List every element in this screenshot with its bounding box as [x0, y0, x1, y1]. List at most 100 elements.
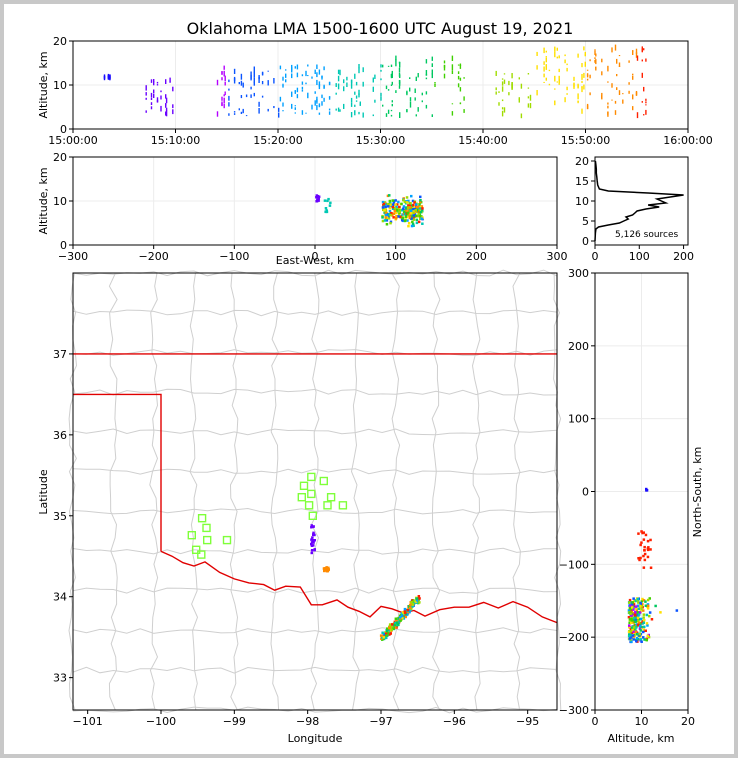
ns-source-mark: [631, 628, 634, 632]
histogram-x-tick-label: 200: [673, 250, 694, 263]
plan-source-mark: [410, 601, 413, 604]
time-source-mark: [165, 97, 168, 104]
ew-source-mark: [415, 203, 418, 206]
time-source-mark: [278, 112, 280, 118]
ns-source-mark: [633, 616, 636, 620]
time-source-mark: [228, 113, 230, 116]
ew-source-mark: [326, 199, 329, 203]
station-marker: [197, 514, 207, 523]
ew-source-mark: [323, 199, 327, 202]
ew-source-mark: [412, 216, 415, 220]
altitude-histogram-panel: 0 100 200 0 5 10 15 20 5,126 sources: [575, 155, 694, 263]
plan-source-mark: [401, 611, 405, 614]
ew-source-mark: [412, 205, 415, 208]
time-source-mark: [337, 107, 340, 112]
ew-source-mark: [405, 207, 408, 210]
county-boundary: [68, 272, 78, 711]
time-source-mark: [581, 63, 583, 68]
time-source-mark: [391, 72, 393, 78]
time-source-mark: [645, 98, 647, 101]
time-source-mark: [564, 97, 566, 103]
ew-source-mark: [401, 209, 404, 212]
time-source-mark: [443, 60, 446, 64]
ns-source-mark: [629, 630, 632, 633]
plan-source-mark: [386, 632, 390, 635]
time-source-mark: [145, 110, 147, 113]
ns-source-mark: [636, 597, 640, 601]
time-source-mark: [511, 85, 513, 90]
ns-source-mark: [643, 638, 646, 641]
ew-source-mark: [385, 223, 389, 226]
time-source-mark: [165, 107, 168, 112]
station-marker: [202, 523, 211, 533]
time-source-mark: [451, 64, 454, 70]
ew-source-mark: [402, 205, 406, 208]
time-source-mark: [145, 92, 147, 96]
ns-source-mark: [659, 611, 662, 614]
plan-source-mark: [394, 626, 397, 629]
ew-source-mark: [381, 206, 385, 209]
plan-source-mark: [388, 623, 392, 626]
time-source-mark: [328, 82, 331, 86]
time-source-mark: [463, 96, 465, 101]
plan-source-mark: [382, 636, 385, 639]
time-source-mark: [267, 80, 269, 86]
figure-title: Oklahoma LMA 1500-1600 UTC August 19, 20…: [187, 19, 574, 38]
county-boundary: [72, 666, 558, 674]
time-source-mark: [391, 81, 393, 85]
ns-source-mark: [630, 619, 634, 622]
time-source-mark: [558, 68, 560, 73]
map-x-tick-label: −95: [516, 715, 539, 728]
plan-source-mark: [312, 544, 315, 547]
time-source-mark: [258, 77, 260, 83]
ns-source-mark: [647, 546, 650, 549]
ew-source-mark: [328, 204, 332, 207]
time-source-mark: [573, 77, 575, 81]
time-source-mark: [645, 109, 647, 115]
time-source-mark: [586, 73, 589, 78]
ns-source-mark: [646, 548, 650, 552]
time-source-mark: [228, 95, 230, 101]
time-source-mark: [589, 92, 591, 96]
time-source-mark: [337, 83, 340, 90]
time-source-mark: [645, 58, 647, 62]
ns-source-mark: [644, 533, 648, 537]
time-source-mark: [316, 64, 318, 69]
time-source-mark: [358, 67, 360, 74]
ew-source-mark: [404, 215, 408, 218]
time-source-mark: [372, 77, 374, 83]
time-source-mark: [240, 111, 243, 114]
time-source-mark: [622, 99, 624, 104]
ns-source-mark: [637, 613, 641, 616]
plan-source-mark: [407, 610, 410, 614]
time-source-mark: [577, 53, 579, 58]
ew-source-mark: [410, 194, 413, 198]
time-source-mark: [632, 50, 634, 55]
ns-source-mark: [638, 634, 641, 637]
ns-source-mark: [630, 640, 633, 644]
time-source-mark: [278, 107, 280, 112]
time-source-mark: [635, 48, 638, 54]
plan-source-mark: [310, 541, 314, 544]
time-source-mark: [291, 91, 293, 97]
ew-source-mark: [411, 222, 415, 226]
time-source-mark: [431, 114, 433, 117]
ns-altitude-y-tick-label: 300: [568, 267, 589, 280]
ns-source-mark: [640, 607, 643, 611]
ns-source-mark: [630, 617, 633, 621]
time-source-mark: [233, 111, 236, 113]
time-source-mark: [431, 63, 433, 67]
ns-source-mark: [637, 614, 640, 618]
time-source-mark: [296, 94, 299, 99]
plan-source-mark: [408, 609, 411, 612]
time-source-mark: [545, 64, 547, 67]
ns-source-mark: [627, 609, 631, 612]
ns-source-mark: [639, 601, 642, 605]
time-source-mark: [245, 115, 248, 117]
ns-source-mark: [634, 618, 637, 622]
ew-source-mark: [390, 205, 393, 208]
histogram-y-tick-label: 0: [582, 235, 589, 248]
ns-source-mark: [650, 618, 654, 621]
plan-source-mark: [403, 607, 407, 611]
time-source-mark: [501, 81, 504, 86]
